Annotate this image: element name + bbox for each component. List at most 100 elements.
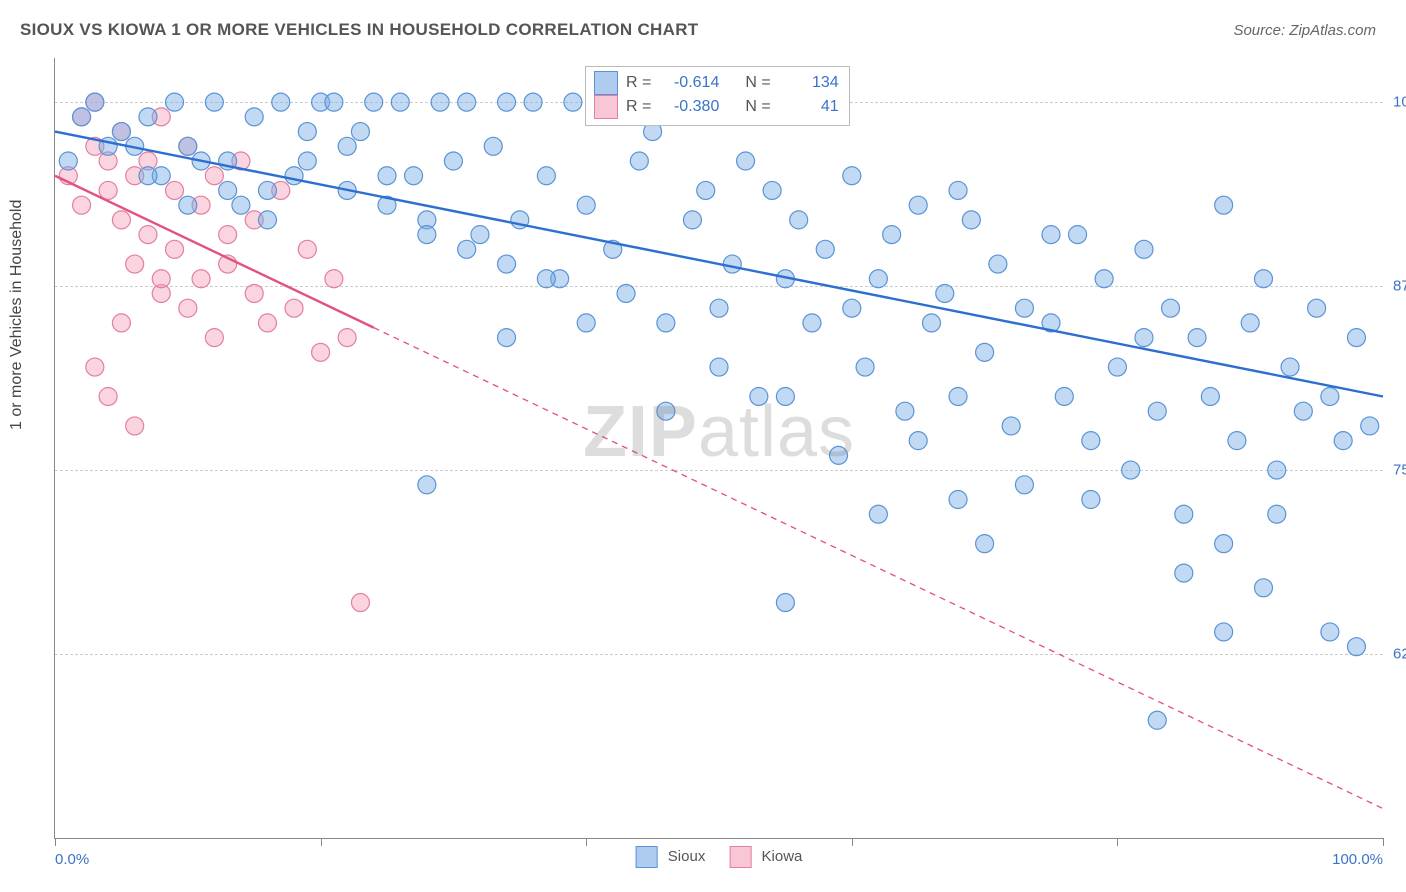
data-point xyxy=(498,255,516,273)
y-tick-label: 62.5% xyxy=(1393,646,1406,663)
data-point xyxy=(1254,579,1272,597)
data-point xyxy=(909,432,927,450)
data-point xyxy=(458,93,476,111)
corr-swatch-sioux xyxy=(594,71,618,95)
data-point xyxy=(126,417,144,435)
data-point xyxy=(99,387,117,405)
data-point xyxy=(949,491,967,509)
data-point xyxy=(710,299,728,317)
data-point xyxy=(1308,299,1326,317)
data-point xyxy=(498,329,516,347)
data-point xyxy=(258,211,276,229)
data-point xyxy=(723,255,741,273)
data-point xyxy=(166,240,184,258)
data-point xyxy=(830,446,848,464)
data-point xyxy=(577,196,595,214)
data-point xyxy=(1082,432,1100,450)
data-point xyxy=(1042,226,1060,244)
data-point xyxy=(59,152,77,170)
data-point xyxy=(245,284,263,302)
data-point xyxy=(976,343,994,361)
data-point xyxy=(1347,329,1365,347)
data-point xyxy=(205,167,223,185)
data-point xyxy=(444,152,462,170)
data-point xyxy=(298,240,316,258)
data-point xyxy=(1334,432,1352,450)
data-point xyxy=(564,93,582,111)
data-point xyxy=(312,343,330,361)
data-point xyxy=(112,211,130,229)
data-point xyxy=(949,181,967,199)
data-point xyxy=(776,387,794,405)
trend-line xyxy=(55,176,374,328)
data-point xyxy=(1135,329,1153,347)
scatter-svg xyxy=(55,58,1383,838)
data-point xyxy=(922,314,940,332)
data-point xyxy=(737,152,755,170)
data-point xyxy=(962,211,980,229)
data-point xyxy=(166,181,184,199)
data-point xyxy=(1148,402,1166,420)
data-point xyxy=(1241,314,1259,332)
data-point xyxy=(856,358,874,376)
data-point xyxy=(1162,299,1180,317)
data-point xyxy=(1108,358,1126,376)
data-point xyxy=(1347,638,1365,656)
data-point xyxy=(192,270,210,288)
data-point xyxy=(683,211,701,229)
data-point xyxy=(325,270,343,288)
data-point xyxy=(1148,711,1166,729)
data-point xyxy=(617,284,635,302)
data-point xyxy=(431,93,449,111)
data-point xyxy=(909,196,927,214)
data-point xyxy=(139,167,157,185)
data-point xyxy=(843,167,861,185)
data-point xyxy=(710,358,728,376)
data-point xyxy=(126,255,144,273)
data-point xyxy=(1188,329,1206,347)
data-point xyxy=(484,137,502,155)
x-tick xyxy=(1117,838,1118,846)
data-point xyxy=(179,196,197,214)
data-point xyxy=(843,299,861,317)
data-point xyxy=(1201,387,1219,405)
data-point xyxy=(338,137,356,155)
data-point xyxy=(351,123,369,141)
data-point xyxy=(790,211,808,229)
chart-title: SIOUX VS KIOWA 1 OR MORE VEHICLES IN HOU… xyxy=(20,20,698,40)
data-point xyxy=(630,152,648,170)
data-point xyxy=(112,123,130,141)
data-point xyxy=(1069,226,1087,244)
data-point xyxy=(750,387,768,405)
data-point xyxy=(405,167,423,185)
data-point xyxy=(1281,358,1299,376)
data-point xyxy=(351,594,369,612)
data-point xyxy=(1122,461,1140,479)
x-tick xyxy=(586,838,587,846)
data-point xyxy=(325,93,343,111)
data-point xyxy=(869,270,887,288)
data-point xyxy=(179,137,197,155)
data-point xyxy=(471,226,489,244)
data-point xyxy=(285,167,303,185)
data-point xyxy=(139,226,157,244)
data-point xyxy=(86,358,104,376)
data-point xyxy=(498,93,516,111)
data-point xyxy=(1361,417,1379,435)
data-point xyxy=(205,93,223,111)
y-axis-label: 1 or more Vehicles in Household xyxy=(8,200,26,430)
data-point xyxy=(418,476,436,494)
y-tick-label: 100.0% xyxy=(1393,94,1406,111)
x-tick xyxy=(321,838,322,846)
series-legend: Sioux Kiowa xyxy=(636,846,803,868)
data-point xyxy=(697,181,715,199)
data-point xyxy=(1254,270,1272,288)
trend-line-extrapolated xyxy=(374,328,1383,809)
data-point xyxy=(1268,505,1286,523)
x-axis-min-label: 0.0% xyxy=(55,851,89,868)
data-point xyxy=(458,240,476,258)
data-point xyxy=(1095,270,1113,288)
data-point xyxy=(338,329,356,347)
x-tick xyxy=(55,838,56,846)
data-point xyxy=(1015,299,1033,317)
